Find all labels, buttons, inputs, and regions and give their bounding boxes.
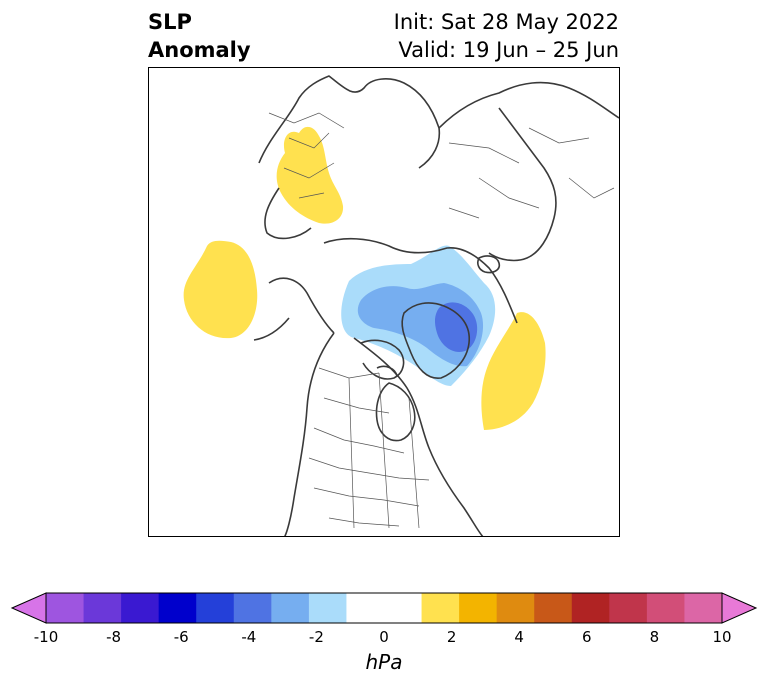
- colorbar-tick-label: 8: [649, 628, 660, 646]
- colorbar-tick-label: -10: [33, 628, 59, 646]
- colorbar-tick-label: -2: [308, 628, 324, 646]
- negative-anomaly-greenland-core: [434, 302, 478, 352]
- colorbar-cell: [196, 593, 235, 623]
- colorbar-tick-label: 4: [514, 628, 524, 646]
- map-panel: [148, 67, 620, 537]
- colorbar: [10, 592, 758, 624]
- coastline-hudson-bay: [375, 382, 416, 442]
- colorbar-tick-label: 2: [446, 628, 457, 646]
- colorbar-tick-label: -6: [173, 628, 189, 646]
- colorbar-cell: [384, 593, 423, 623]
- colorbar-cell: [233, 593, 272, 623]
- colorbar-cell: [83, 593, 122, 623]
- map-title: SLP Anomaly: [148, 8, 251, 64]
- positive-anomaly-north-atlantic: [481, 312, 546, 430]
- polar-map: [183, 75, 619, 536]
- coastline-greenland: [401, 302, 470, 379]
- colorbar-cell: [421, 593, 460, 623]
- colorbar-cell: [308, 593, 347, 623]
- colorbar-cell: [571, 593, 610, 623]
- colorbar-cell: [459, 593, 498, 623]
- title-line-1: SLP: [148, 10, 192, 34]
- colorbar-tick-label: -8: [106, 628, 122, 646]
- colorbar-units: hPa: [365, 650, 403, 674]
- colorbar-tick-label: 6: [582, 628, 592, 646]
- colorbar-tick-label: 0: [379, 628, 389, 646]
- colorbar-outline: [45, 592, 723, 624]
- colorbar-cell: [158, 593, 197, 623]
- title-line-2: Anomaly: [148, 38, 251, 62]
- init-date: Init: Sat 28 May 2022: [393, 10, 619, 34]
- colorbar-cell: [534, 593, 573, 623]
- colorbar-cell: [646, 593, 685, 623]
- colorbar-cell: [346, 593, 385, 623]
- borders-north-america: [308, 367, 430, 529]
- colorbar-extend-high: [721, 592, 758, 624]
- forecast-dates: Init: Sat 28 May 2022 Valid: 19 Jun – 25…: [394, 8, 619, 64]
- colorbar-cell: [271, 593, 310, 623]
- positive-anomaly-europe: [276, 126, 344, 224]
- valid-range: Valid: 19 Jun – 25 Jun: [398, 38, 619, 62]
- coastline-iceland: [477, 255, 501, 274]
- colorbar-cell: [496, 593, 535, 623]
- colorbar-cell: [684, 593, 723, 623]
- borders-europe: [268, 112, 345, 199]
- colorbar-cell: [121, 593, 160, 623]
- coastline-russian-arctic: [323, 237, 518, 324]
- coastline-alaska: [253, 277, 335, 341]
- positive-anomaly-north-pacific: [183, 240, 258, 339]
- colorbar-extend-low: [10, 592, 47, 624]
- colorbar-tick-label: 10: [712, 628, 732, 646]
- colorbar-cell: [46, 593, 85, 623]
- borders-asia: [448, 127, 615, 219]
- colorbar-tick-label: -4: [241, 628, 257, 646]
- coastline-canadian-archipelago: [360, 339, 405, 380]
- coastline-asia: [438, 81, 619, 262]
- colorbar-cell: [609, 593, 648, 623]
